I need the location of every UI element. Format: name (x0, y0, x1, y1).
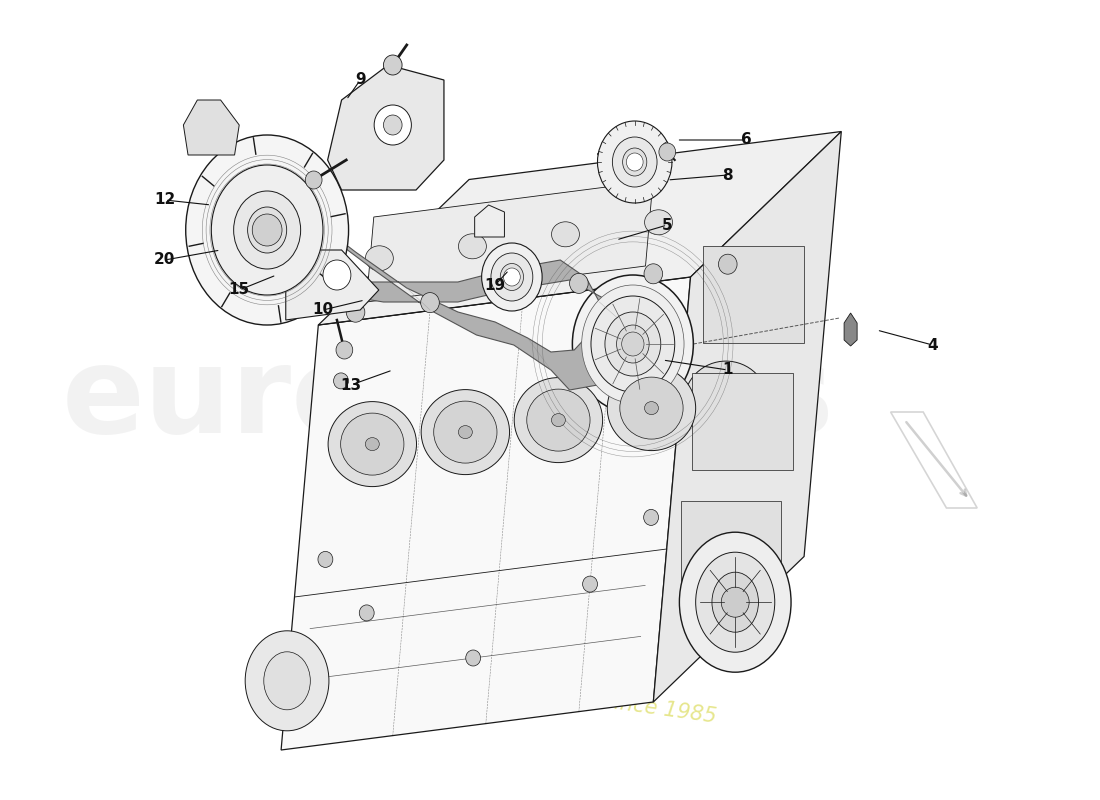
Ellipse shape (245, 630, 329, 731)
Circle shape (504, 268, 520, 286)
Circle shape (626, 153, 644, 171)
Polygon shape (286, 250, 378, 320)
Ellipse shape (421, 390, 509, 474)
Text: 9: 9 (355, 73, 365, 87)
Polygon shape (844, 313, 857, 346)
Text: 15: 15 (229, 282, 250, 298)
Circle shape (570, 274, 589, 294)
Circle shape (384, 115, 403, 135)
Ellipse shape (619, 377, 683, 439)
Polygon shape (282, 277, 691, 750)
Polygon shape (184, 100, 239, 155)
Polygon shape (318, 131, 842, 325)
Ellipse shape (695, 552, 774, 652)
Circle shape (420, 293, 439, 313)
Circle shape (659, 143, 675, 161)
Ellipse shape (500, 263, 524, 290)
Ellipse shape (211, 165, 323, 295)
Circle shape (384, 55, 403, 75)
Ellipse shape (572, 275, 693, 413)
Ellipse shape (514, 378, 603, 462)
Ellipse shape (459, 234, 486, 259)
Ellipse shape (712, 572, 759, 632)
Circle shape (333, 373, 349, 389)
Circle shape (644, 510, 659, 526)
Ellipse shape (645, 402, 659, 414)
Text: 8: 8 (723, 167, 733, 182)
Polygon shape (366, 181, 653, 302)
Ellipse shape (365, 438, 380, 450)
Circle shape (346, 302, 365, 322)
Ellipse shape (684, 361, 768, 443)
Circle shape (659, 331, 674, 347)
Ellipse shape (341, 413, 404, 475)
Ellipse shape (591, 296, 674, 392)
Ellipse shape (551, 222, 580, 247)
Circle shape (644, 264, 662, 284)
Circle shape (306, 171, 322, 189)
Circle shape (465, 650, 481, 666)
Circle shape (583, 576, 597, 592)
Ellipse shape (605, 312, 661, 376)
Circle shape (722, 587, 749, 618)
Text: 13: 13 (340, 378, 362, 393)
Ellipse shape (597, 121, 672, 203)
Text: 6: 6 (741, 133, 751, 147)
Circle shape (318, 551, 333, 567)
Text: 1: 1 (723, 362, 733, 378)
Circle shape (374, 105, 411, 145)
Text: 19: 19 (485, 278, 506, 293)
Circle shape (252, 214, 282, 246)
Ellipse shape (248, 207, 287, 253)
Polygon shape (597, 124, 661, 180)
Text: 4: 4 (927, 338, 938, 353)
Text: 5: 5 (662, 218, 672, 233)
Circle shape (718, 254, 737, 274)
Text: 12: 12 (154, 193, 175, 207)
Polygon shape (653, 131, 842, 702)
Polygon shape (328, 65, 444, 190)
Circle shape (495, 283, 514, 303)
Ellipse shape (680, 532, 791, 672)
Text: eurospares: eurospares (63, 342, 835, 458)
Ellipse shape (582, 285, 684, 403)
Polygon shape (267, 190, 626, 390)
Polygon shape (681, 501, 781, 598)
Polygon shape (475, 205, 505, 237)
Ellipse shape (527, 389, 590, 451)
Ellipse shape (459, 426, 472, 438)
Ellipse shape (491, 253, 532, 301)
Ellipse shape (328, 402, 417, 486)
Ellipse shape (433, 401, 497, 463)
Circle shape (336, 341, 353, 359)
Ellipse shape (617, 325, 649, 363)
Ellipse shape (623, 148, 647, 176)
Ellipse shape (607, 366, 695, 450)
Circle shape (360, 605, 374, 621)
Ellipse shape (233, 191, 300, 269)
Text: 10: 10 (312, 302, 333, 318)
Ellipse shape (264, 652, 310, 710)
Circle shape (621, 332, 643, 356)
Ellipse shape (365, 246, 394, 271)
Ellipse shape (551, 414, 565, 426)
Ellipse shape (645, 210, 672, 235)
Ellipse shape (482, 243, 542, 311)
Ellipse shape (613, 137, 657, 187)
Text: a passion for parts since 1985: a passion for parts since 1985 (403, 663, 717, 727)
Circle shape (323, 260, 351, 290)
Ellipse shape (186, 135, 349, 325)
Text: 20: 20 (154, 253, 176, 267)
Polygon shape (703, 246, 804, 342)
Polygon shape (692, 373, 792, 470)
